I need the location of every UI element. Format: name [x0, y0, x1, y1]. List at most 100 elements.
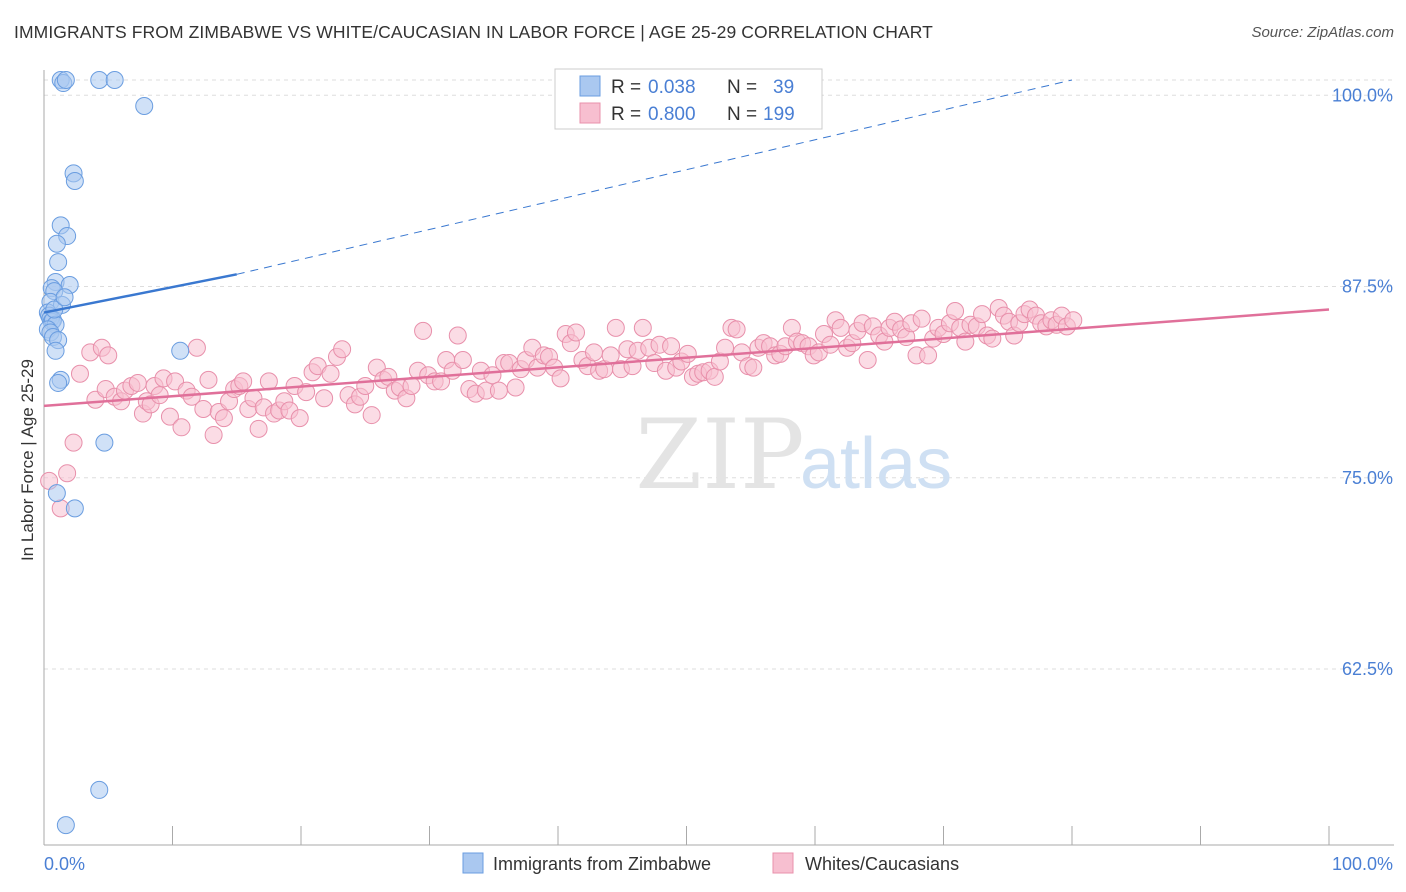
data-point: [606, 318, 625, 337]
data-point: [919, 346, 938, 365]
chart-title: IMMIGRANTS FROM ZIMBABWE VS WHITE/CAUCAS…: [14, 22, 933, 42]
y-axis-title: In Labor Force | Age 25-29: [18, 359, 37, 561]
data-point: [128, 373, 147, 392]
data-point: [160, 407, 179, 426]
data-point: [214, 409, 233, 428]
data-point: [234, 372, 253, 391]
legend-r-label-2: R =: [611, 104, 641, 125]
data-point: [105, 71, 124, 89]
data-point: [727, 320, 746, 339]
data-point: [171, 341, 190, 360]
y-tick-label: 87.5%: [1342, 277, 1393, 297]
data-point: [858, 350, 877, 369]
x-tick-label: 0.0%: [44, 854, 85, 874]
stats-legend: R = 0.038 N = 39 R = 0.800 N = 199: [554, 68, 823, 130]
data-point: [47, 234, 66, 253]
data-point: [551, 369, 570, 388]
data-point: [705, 367, 724, 386]
data-point: [182, 387, 201, 406]
data-point: [678, 344, 697, 363]
data-point: [831, 318, 850, 337]
data-point: [55, 288, 74, 307]
data-point: [321, 364, 340, 383]
trend-lines: [43, 79, 1330, 408]
data-point: [453, 350, 472, 369]
data-point: [90, 71, 109, 89]
data-point: [49, 253, 68, 272]
legend-swatch-pink: [579, 102, 601, 124]
watermark-zip: ZIP: [635, 399, 804, 511]
data-point: [414, 321, 433, 340]
data-point: [315, 389, 334, 408]
x-tick-labels: 0.0% 100.0%: [44, 854, 1393, 874]
data-point: [199, 370, 218, 389]
data-point: [204, 425, 223, 444]
legend-r-label-1: R =: [611, 77, 641, 98]
data-point: [1064, 311, 1083, 330]
legend-r-value-2: 0.800: [648, 104, 696, 125]
y-tick-label: 75.0%: [1342, 468, 1393, 488]
data-point: [135, 97, 154, 116]
x-tick-label: 100.0%: [1332, 854, 1393, 874]
data-point: [249, 419, 268, 438]
series-legend-label-pink: Whites/Caucasians: [805, 854, 959, 874]
data-point: [356, 377, 375, 395]
y-tick-labels: 62.5% 75.0% 87.5% 100.0%: [1332, 85, 1393, 679]
trend-line-pink: [43, 308, 1330, 408]
series-legend-label-blue: Immigrants from Zimbabwe: [493, 854, 711, 874]
legend-n-label-2: N =: [727, 104, 757, 125]
y-tick-label: 100.0%: [1332, 85, 1393, 105]
source-credit: Source: ZipAtlas.com: [1251, 24, 1394, 41]
watermark-atlas: atlas: [800, 424, 952, 504]
data-point: [973, 305, 992, 324]
series-legend-swatch-pink: [772, 852, 794, 874]
data-point: [99, 346, 118, 365]
data-point: [448, 326, 467, 345]
data-point: [49, 373, 68, 392]
data-point: [983, 329, 1002, 348]
data-point: [633, 318, 652, 337]
trend-line-blue-extension: [236, 79, 1073, 275]
data-point: [46, 341, 65, 360]
trend-line-blue: [43, 273, 237, 314]
axes: [43, 70, 1394, 846]
data-point: [716, 338, 735, 357]
data-point: [744, 358, 763, 377]
data-point: [297, 383, 316, 402]
data-point: [946, 302, 965, 321]
data-point: [584, 343, 603, 362]
data-point: [187, 338, 206, 357]
data-point: [150, 386, 169, 405]
series-legend: Immigrants from Zimbabwe Whites/Caucasia…: [462, 852, 959, 874]
data-point: [290, 409, 309, 428]
series-legend-swatch-blue: [462, 852, 484, 874]
data-point: [95, 433, 114, 452]
data-point: [56, 816, 75, 835]
legend-swatch-blue: [579, 75, 601, 97]
y-tick-label: 62.5%: [1342, 659, 1393, 679]
data-point: [56, 71, 75, 89]
data-point: [58, 464, 77, 483]
data-point: [172, 418, 191, 437]
data-point: [194, 399, 213, 418]
legend-n-value-2: 199: [763, 104, 795, 125]
data-point: [821, 335, 840, 354]
series-immigrants-from-zimbabwe: [38, 71, 190, 835]
legend-n-label-1: N =: [727, 77, 757, 98]
data-point: [65, 499, 84, 518]
data-point: [64, 433, 83, 452]
data-point: [662, 337, 681, 356]
data-point: [506, 378, 525, 397]
data-point: [333, 340, 352, 359]
data-point: [912, 309, 931, 328]
data-point: [90, 780, 109, 799]
data-point: [362, 406, 381, 425]
data-point: [489, 381, 508, 400]
data-point: [402, 377, 421, 395]
data-point: [47, 484, 66, 503]
data-point: [70, 364, 89, 383]
data-point: [65, 171, 84, 190]
data-point: [566, 323, 585, 342]
legend-n-value-1: 39: [773, 77, 794, 98]
